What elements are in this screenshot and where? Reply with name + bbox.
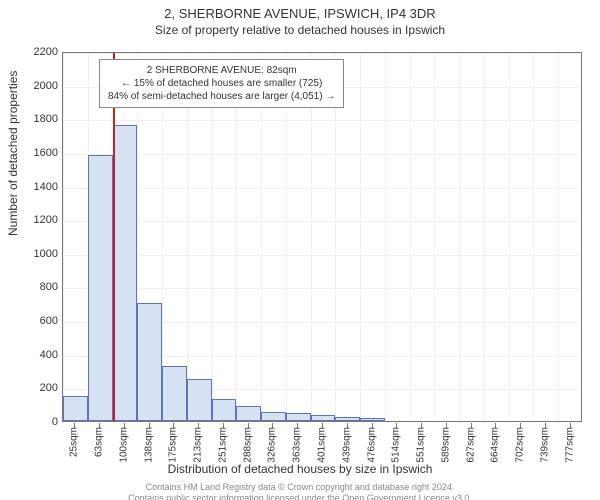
gridline-v (335, 53, 336, 421)
x-tick-label: 777sqm (564, 427, 575, 463)
gridline-v (509, 53, 510, 421)
x-tick-label: 476sqm (366, 427, 377, 463)
x-tick-label: 551sqm (416, 427, 427, 463)
gridline-v (236, 53, 237, 421)
gridline-h (63, 154, 581, 155)
gridline-h (63, 120, 581, 121)
gridline-v (212, 53, 213, 421)
gridline-h (63, 53, 581, 54)
x-tick-label: 439sqm (341, 427, 352, 463)
footer: Contains HM Land Registry data © Crown c… (0, 482, 600, 500)
histogram-bar (113, 125, 138, 421)
y-tick-label: 0 (18, 416, 58, 428)
x-tick-label: 514sqm (391, 427, 402, 463)
histogram-bar (187, 379, 212, 421)
page-subtitle: Size of property relative to detached ho… (0, 23, 600, 37)
histogram-bar (335, 417, 360, 421)
plot-wrap: 2 SHERBORNE AVENUE: 82sqm ← 15% of detac… (62, 52, 582, 422)
gridline-h (63, 255, 581, 256)
x-tick-label: 251sqm (217, 427, 228, 463)
annotation-box: 2 SHERBORNE AVENUE: 82sqm ← 15% of detac… (99, 59, 344, 108)
y-tick-label: 2000 (18, 80, 58, 92)
x-tick-label: 326sqm (267, 427, 278, 463)
x-axis-ticks: 25sqm 63sqm 100sqm 138sqm 175sqm 213sqm 251sqm… (62, 423, 582, 463)
histogram-bar (236, 406, 261, 421)
x-tick-label: 589sqm (440, 427, 451, 463)
page-title: 2, SHERBORNE AVENUE, IPSWICH, IP4 3DR (0, 6, 600, 21)
x-tick-label: 63sqm (94, 427, 105, 457)
gridline-v (261, 53, 262, 421)
histogram-bar (360, 418, 385, 421)
y-tick-label: 1600 (18, 147, 58, 159)
gridline-v (533, 53, 534, 421)
gridline-v (459, 53, 460, 421)
x-tick-label: 213sqm (193, 427, 204, 463)
gridline-v (484, 53, 485, 421)
histogram-bar (261, 412, 286, 421)
gridline-h (63, 221, 581, 222)
gridline-h (63, 288, 581, 289)
x-tick-label: 288sqm (242, 427, 253, 463)
annotation-line-1: 2 SHERBORNE AVENUE: 82sqm (108, 64, 335, 77)
histogram-bar (162, 366, 187, 422)
chart-container: 2, SHERBORNE AVENUE, IPSWICH, IP4 3DR Si… (0, 6, 600, 500)
gridline-v (410, 53, 411, 421)
y-tick-label: 800 (18, 281, 58, 293)
x-axis-label: Distribution of detached houses by size … (0, 462, 600, 476)
x-tick-label: 739sqm (539, 427, 550, 463)
histogram-bar (212, 399, 237, 421)
gridline-v (311, 53, 312, 421)
y-axis-ticks: 0200400600800100012001400160018002000220… (0, 52, 62, 422)
plot-area: 2 SHERBORNE AVENUE: 82sqm ← 15% of detac… (62, 52, 582, 422)
x-tick-label: 702sqm (515, 427, 526, 463)
x-tick-label: 363sqm (292, 427, 303, 463)
gridline-v (434, 53, 435, 421)
y-tick-label: 2200 (18, 46, 58, 58)
x-tick-label: 25sqm (69, 427, 80, 457)
y-tick-label: 1800 (18, 113, 58, 125)
histogram-bar (311, 415, 336, 421)
gridline-v (385, 53, 386, 421)
y-tick-label: 200 (18, 382, 58, 394)
y-tick-label: 1200 (18, 214, 58, 226)
histogram-bar (88, 155, 113, 421)
annotation-line-2: ← 15% of detached houses are smaller (72… (108, 77, 335, 90)
x-tick-label: 664sqm (490, 427, 501, 463)
histogram-bar (137, 303, 162, 421)
property-marker-line (113, 53, 115, 421)
x-tick-label: 401sqm (317, 427, 328, 463)
y-tick-label: 1400 (18, 181, 58, 193)
gridline-v (187, 53, 188, 421)
footer-line-1: Contains HM Land Registry data © Crown c… (0, 482, 600, 493)
x-tick-label: 138sqm (143, 427, 154, 463)
x-tick-label: 100sqm (118, 427, 129, 463)
y-tick-label: 400 (18, 349, 58, 361)
footer-line-2: Contains public sector information licen… (0, 493, 600, 500)
gridline-v (63, 53, 64, 421)
y-tick-label: 600 (18, 315, 58, 327)
gridline-v (360, 53, 361, 421)
x-tick-label: 175sqm (168, 427, 179, 463)
annotation-line-3: 84% of semi-detached houses are larger (… (108, 90, 335, 103)
gridline-v (286, 53, 287, 421)
histogram-bar (286, 413, 311, 421)
gridline-h (63, 188, 581, 189)
x-tick-label: 627sqm (465, 427, 476, 463)
histogram-bar (63, 396, 88, 421)
y-tick-label: 1000 (18, 248, 58, 260)
gridline-v (558, 53, 559, 421)
